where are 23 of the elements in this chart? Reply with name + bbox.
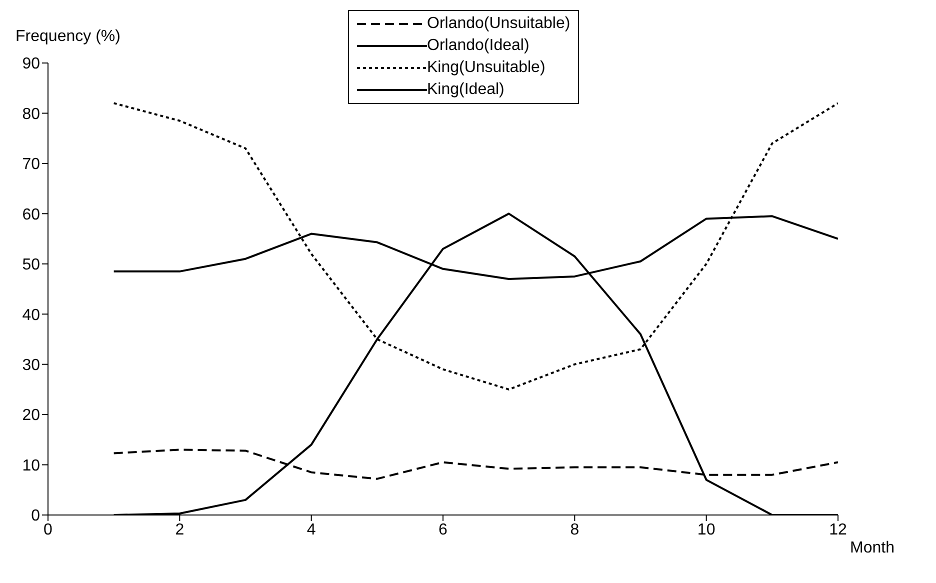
y-tick-label: 10 <box>22 457 40 474</box>
y-tick-label: 80 <box>22 106 40 123</box>
x-tick-label: 6 <box>438 521 448 538</box>
y-axis-title: Frequency (%) <box>16 28 120 45</box>
legend-label: Orlando(Ideal) <box>427 37 530 55</box>
y-tick-label: 40 <box>22 306 40 324</box>
x-tick-label: 8 <box>570 521 580 538</box>
legend-label: King(Unsuitable) <box>427 59 546 77</box>
x-tick-label: 12 <box>829 521 847 538</box>
y-tick-label: 70 <box>22 156 40 174</box>
y-tick-label: 30 <box>22 357 40 374</box>
x-tick-label: 0 <box>44 521 53 538</box>
y-tick-label: 60 <box>22 206 40 224</box>
legend-label: Orlando(Unsuitable) <box>427 15 570 33</box>
x-tick-label: 4 <box>306 521 316 538</box>
y-tick-label: 0 <box>31 508 40 525</box>
y-tick-label: 50 <box>22 256 40 274</box>
y-tick-label: 20 <box>22 407 40 424</box>
x-tick-label: 2 <box>175 521 184 538</box>
y-tick-label: 90 <box>22 56 40 73</box>
legend-label: King(Ideal) <box>427 81 504 99</box>
x-tick-label: 10 <box>697 521 716 538</box>
x-axis-title: Month <box>850 540 894 557</box>
